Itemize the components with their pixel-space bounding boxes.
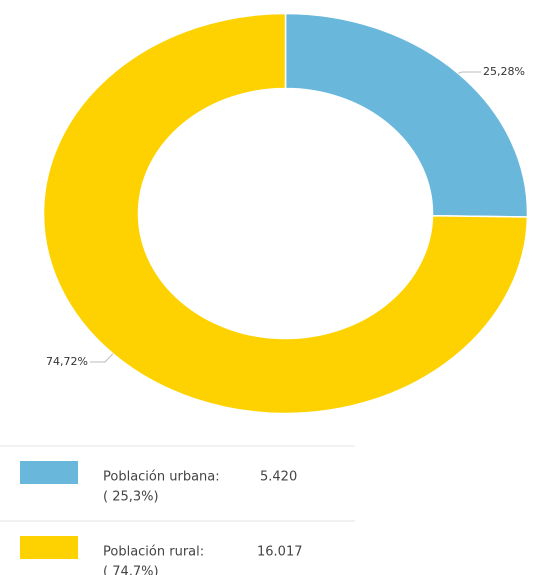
donut-segment [42, 12, 529, 415]
legend-name: Población rural: [103, 545, 204, 560]
leader-line [90, 353, 114, 363]
leader-line [457, 71, 481, 74]
legend-share: ( 74,7%) [103, 565, 159, 575]
legend-swatch [20, 536, 78, 559]
legend-swatch [20, 461, 78, 484]
legend-count: 5.420 [260, 470, 297, 485]
legend-count: 16.017 [257, 545, 303, 560]
legend-name: Población urbana: [103, 470, 220, 485]
percent-label: 74,72% [46, 355, 88, 368]
percent-label: 25,28% [483, 65, 525, 78]
legend-share: ( 25,3%) [103, 490, 159, 505]
donut-segment [284, 12, 529, 218]
